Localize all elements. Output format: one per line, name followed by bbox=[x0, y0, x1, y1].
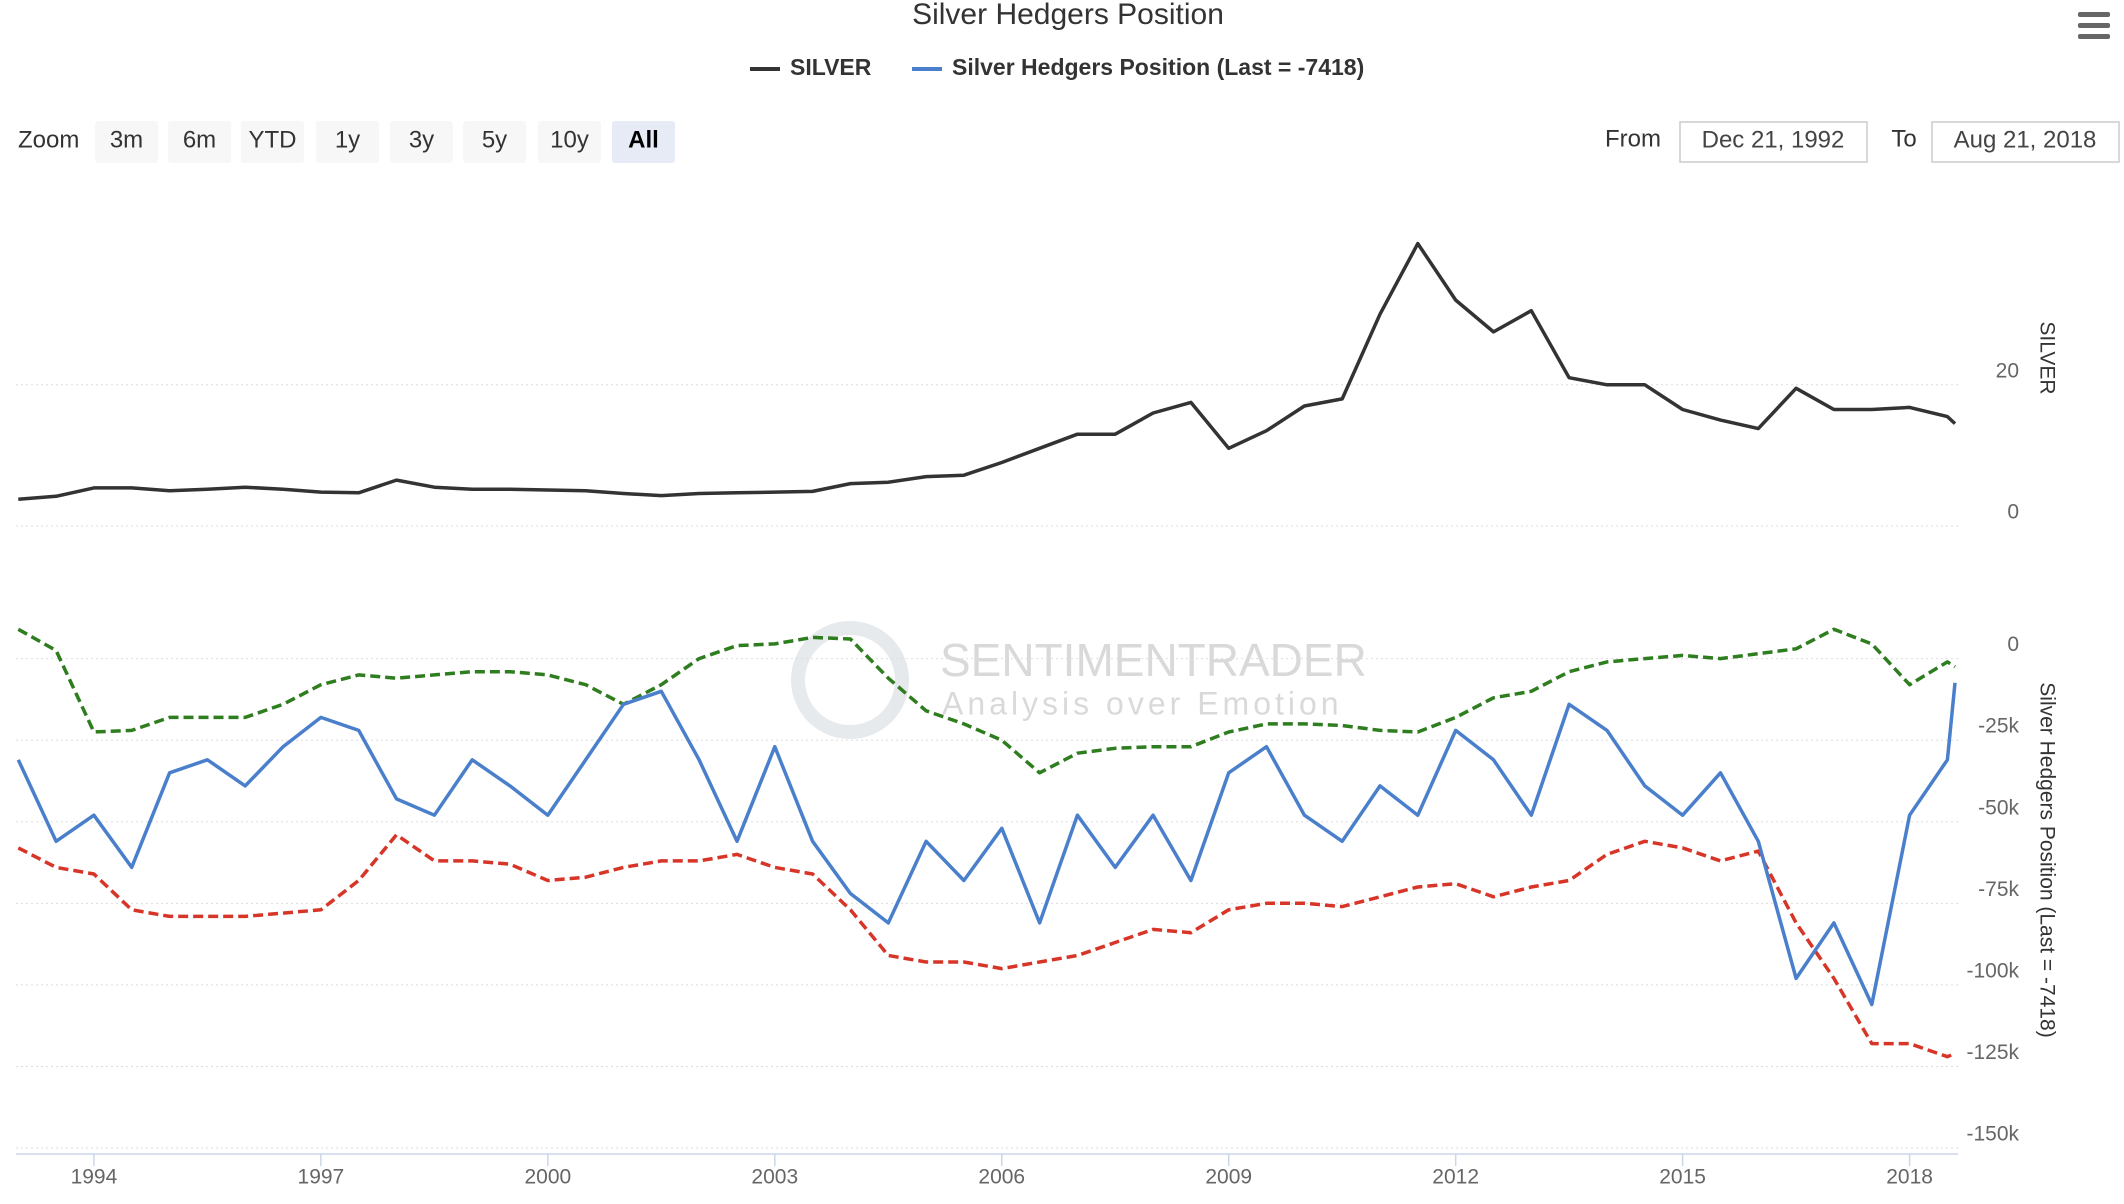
legend-item[interactable]: Silver Hedgers Position (Last = -7418) bbox=[912, 54, 1364, 80]
watermark-tagline: Analysis over Emotion bbox=[942, 685, 1343, 721]
y2-tick-label: -50k bbox=[1978, 796, 2019, 819]
legend-label: SILVER bbox=[790, 54, 872, 80]
x-tick-label: 2003 bbox=[751, 1166, 798, 1189]
menu-bar bbox=[2078, 34, 2110, 39]
input-box bbox=[1679, 121, 1868, 163]
x-tick-label: 1994 bbox=[71, 1166, 118, 1189]
x-tick-label: 2006 bbox=[978, 1166, 1025, 1189]
button-bg bbox=[390, 121, 453, 163]
y2-axis-title: Silver Hedgers Position (Last = -7418) bbox=[2035, 682, 2058, 1037]
button-bg bbox=[316, 121, 379, 163]
band-line bbox=[17, 627, 1956, 775]
zoom-button[interactable]: 3y bbox=[390, 121, 453, 163]
zoom-buttons: 3m 6m YTD 1y 3y 5y 10y All bbox=[95, 121, 675, 163]
button-label: 1y bbox=[335, 126, 360, 153]
plot: 0 20 0 -25k -50k -75k -100k -125k -150k SILVER Sil… bbox=[16, 241, 2058, 1189]
input-box bbox=[1931, 121, 2120, 163]
to-label: To bbox=[1891, 125, 1916, 152]
button-label: 3m bbox=[110, 126, 143, 153]
button-label: 6m bbox=[183, 126, 216, 153]
legend-label: Silver Hedgers Position (Last = -7418) bbox=[952, 54, 1364, 80]
button-label: 3y bbox=[409, 126, 434, 153]
menu-button[interactable] bbox=[2078, 12, 2110, 39]
y-axis-title: SILVER bbox=[2035, 321, 2058, 394]
legend-item[interactable]: SILVER bbox=[750, 54, 872, 80]
zoom-button[interactable]: 10y bbox=[538, 121, 601, 163]
x-tick-label: 2000 bbox=[524, 1166, 571, 1189]
series-line bbox=[16, 682, 1957, 1007]
y2-tick-label: -75k bbox=[1978, 878, 2019, 901]
x-tick-label: 2012 bbox=[1432, 1166, 1479, 1189]
button-label: 5y bbox=[482, 126, 507, 153]
menu-bar bbox=[2078, 23, 2110, 28]
zoom-button[interactable]: 6m bbox=[168, 121, 231, 163]
band-line bbox=[17, 833, 1956, 1059]
button-label: All bbox=[628, 126, 659, 153]
button-bg bbox=[168, 121, 231, 163]
x-tick-label: 2018 bbox=[1886, 1166, 1933, 1189]
from-label: From bbox=[1605, 125, 1661, 152]
from-value: Dec 21, 1992 bbox=[1702, 126, 1845, 153]
watermark-name: SENTIMENTRADER bbox=[940, 634, 1367, 686]
chart-title: Silver Hedgers Position bbox=[912, 0, 1224, 31]
y2-tick-label: -25k bbox=[1978, 715, 2019, 738]
watermark-logo bbox=[791, 621, 909, 739]
zoom-label: Zoom bbox=[18, 126, 79, 153]
y-tick-label: 0 bbox=[2007, 501, 2019, 524]
zoom-button[interactable]: 3m bbox=[95, 121, 158, 163]
to-value: Aug 21, 2018 bbox=[1954, 126, 2097, 153]
x-tick-label: 2015 bbox=[1659, 1166, 1706, 1189]
button-bg bbox=[241, 121, 304, 163]
button-bg bbox=[95, 121, 158, 163]
watermark: SENTIMENTRADER Analysis over Emotion bbox=[791, 621, 1367, 739]
to-input[interactable]: Aug 21, 2018 bbox=[1931, 121, 2120, 163]
button-label: YTD bbox=[249, 126, 297, 153]
zoom-button[interactable]: YTD bbox=[241, 121, 304, 163]
y2-tick-label: -100k bbox=[1966, 959, 2019, 982]
button-label: 10y bbox=[550, 126, 589, 153]
y2-tick-label: -150k bbox=[1966, 1123, 2019, 1146]
button-bg bbox=[538, 121, 601, 163]
x-tick-label: 2009 bbox=[1205, 1166, 1252, 1189]
series-line bbox=[18, 241, 1957, 501]
zoom-button[interactable]: All bbox=[612, 121, 675, 163]
zoom-button[interactable]: 5y bbox=[463, 121, 526, 163]
y2-tick-label: 0 bbox=[2007, 633, 2019, 656]
from-input[interactable]: Dec 21, 1992 bbox=[1679, 121, 1868, 163]
button-bg bbox=[463, 121, 526, 163]
zoom-button[interactable]: 1y bbox=[316, 121, 379, 163]
y-tick-label: 20 bbox=[1996, 359, 2019, 382]
menu-bar bbox=[2078, 12, 2110, 17]
x-tick-label: 1997 bbox=[298, 1166, 345, 1189]
button-bg bbox=[612, 121, 675, 163]
y2-tick-label: -125k bbox=[1966, 1041, 2019, 1064]
